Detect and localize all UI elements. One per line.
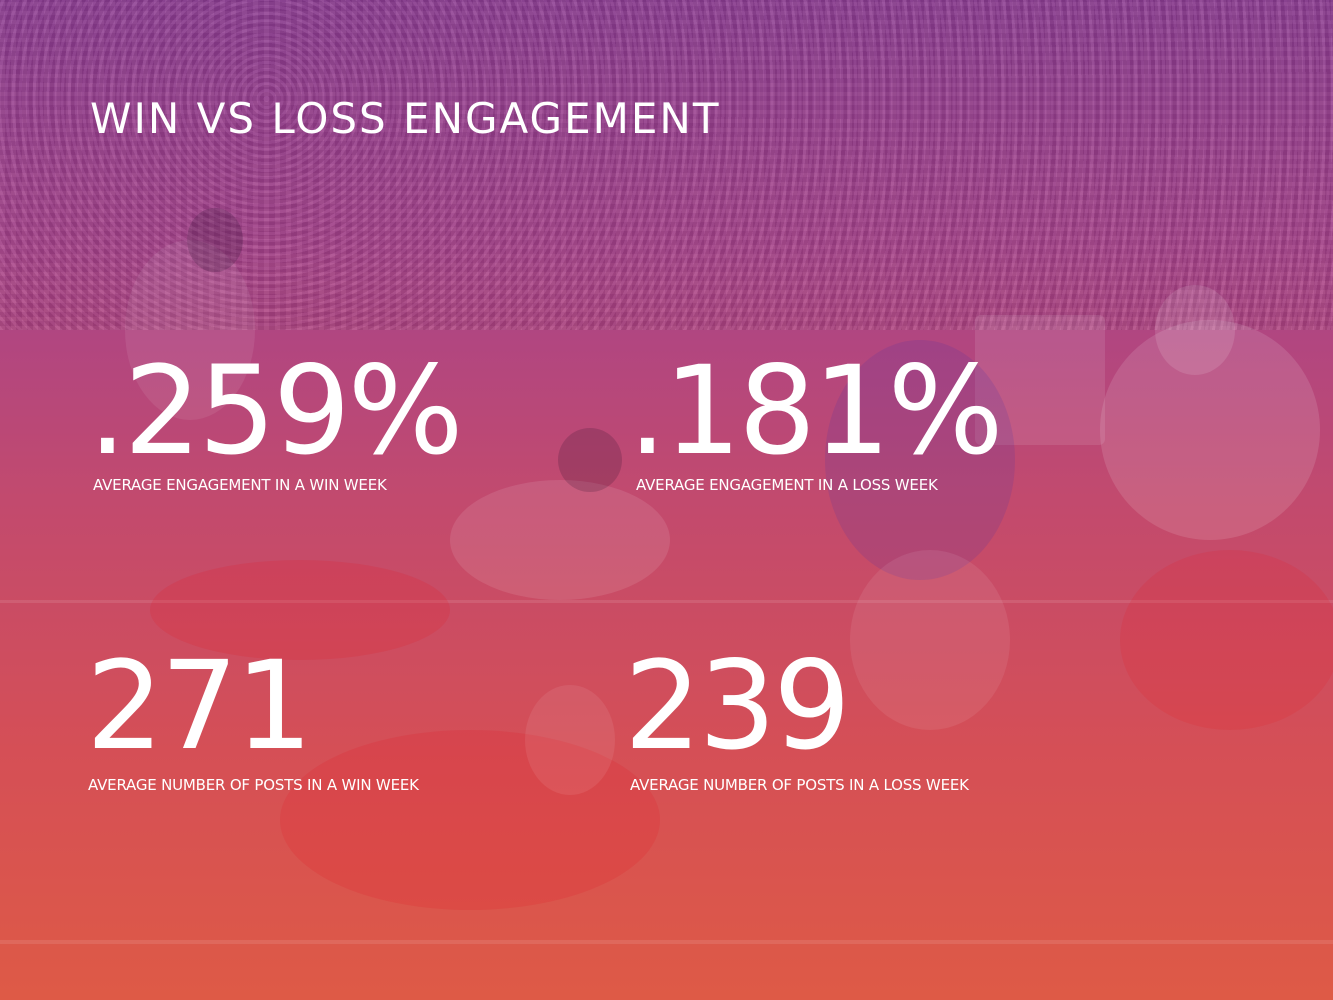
stadium-crowd bbox=[0, 0, 1333, 330]
loss-engagement-value: .181% bbox=[628, 340, 1004, 482]
win-engagement-label: AVERAGE ENGAGEMENT IN A WIN WEEK bbox=[93, 476, 387, 494]
loss-engagement-label: AVERAGE ENGAGEMENT IN A LOSS WEEK bbox=[636, 476, 938, 494]
win-engagement-value: .259% bbox=[88, 340, 464, 482]
win-posts-value: 271 bbox=[86, 635, 313, 777]
loss-posts-value: 239 bbox=[624, 635, 851, 777]
loss-posts-label: AVERAGE NUMBER OF POSTS IN A LOSS WEEK bbox=[630, 776, 969, 794]
slide-title: WIN VS LOSS ENGAGEMENT bbox=[90, 94, 721, 143]
win-posts-label: AVERAGE NUMBER OF POSTS IN A WIN WEEK bbox=[88, 776, 419, 794]
